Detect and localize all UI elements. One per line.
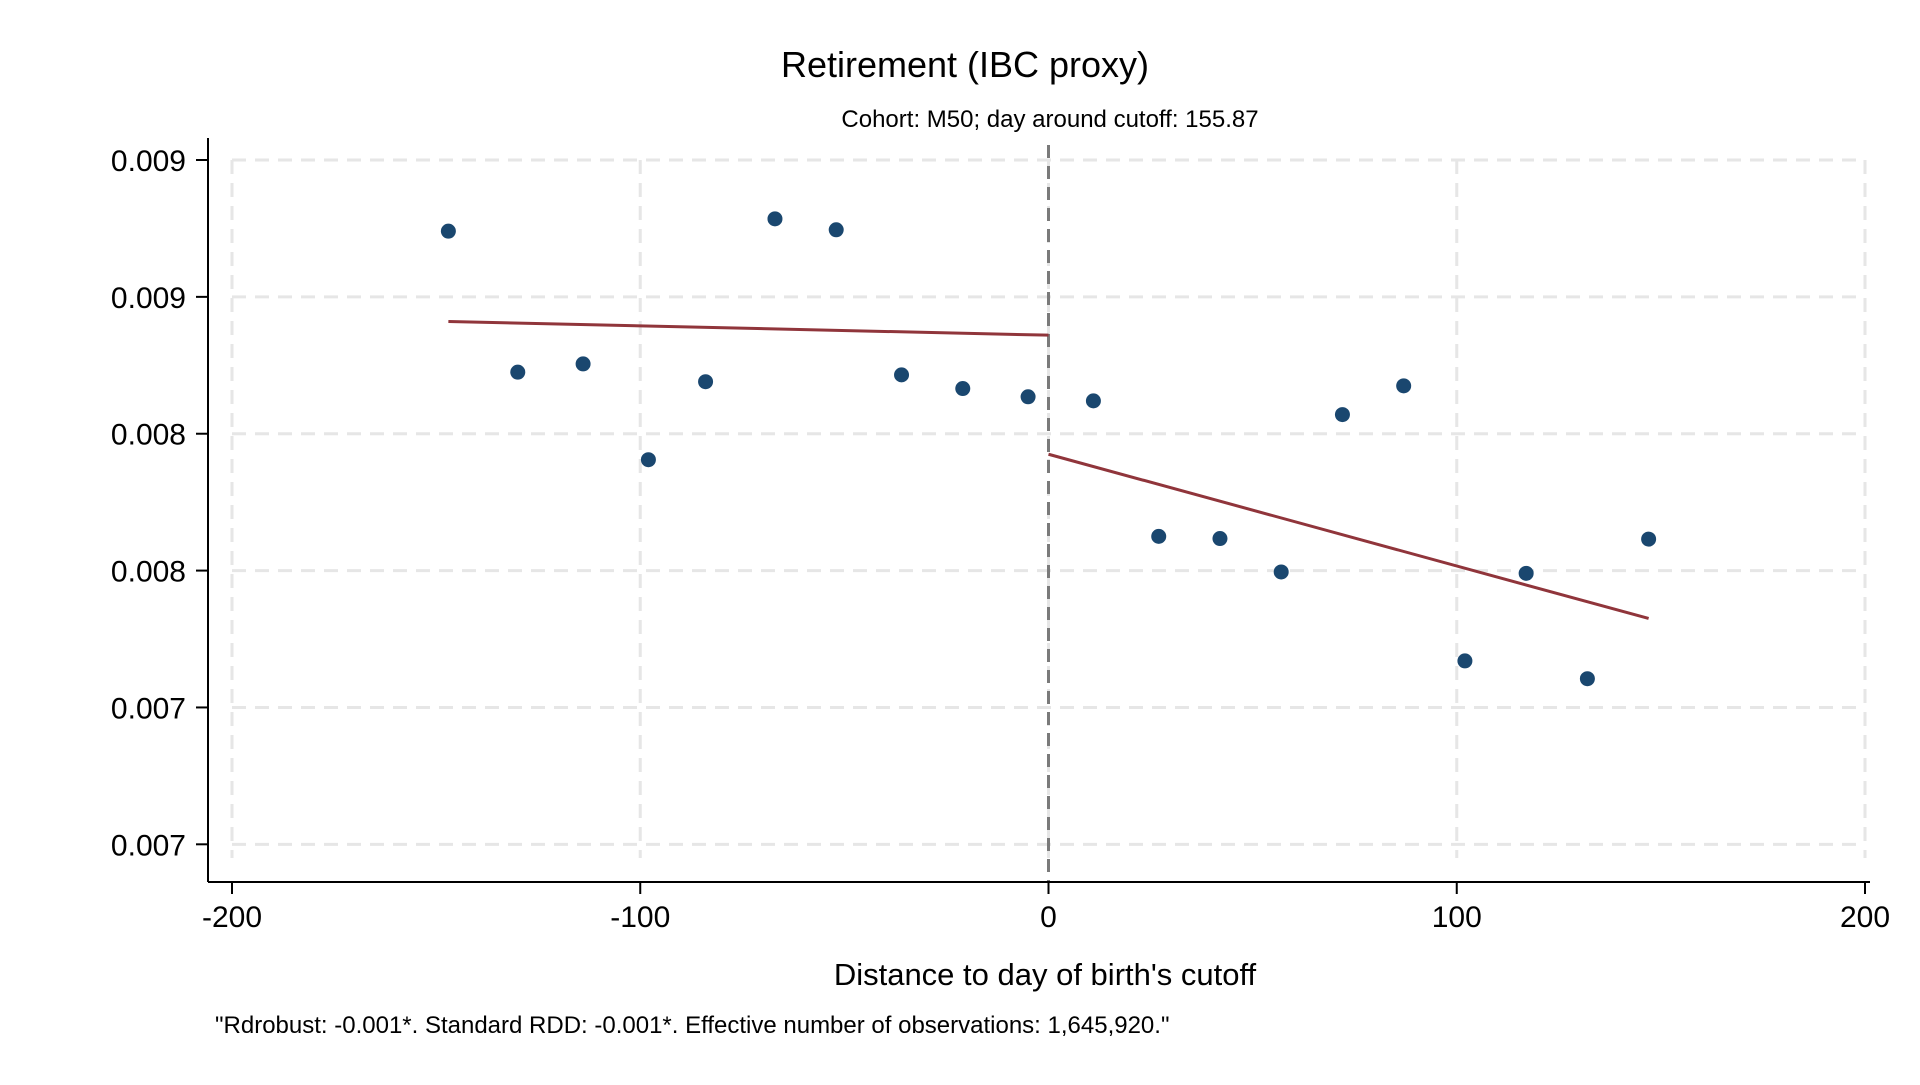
data-point <box>1518 565 1534 581</box>
data-point <box>1151 528 1167 544</box>
x-tick-label: 200 <box>1840 901 1890 934</box>
y-tick-label: 0.009 <box>111 145 186 178</box>
x-tick-label: 0 <box>1040 901 1057 934</box>
data-point <box>1334 407 1350 423</box>
data-point <box>1020 389 1036 405</box>
data-point <box>1085 393 1101 409</box>
data-point <box>440 223 456 239</box>
data-point <box>894 367 910 383</box>
fit-line-left-fit <box>448 319 1049 337</box>
points-layer <box>440 211 1657 687</box>
y-tick-label: 0.007 <box>111 829 186 862</box>
data-point <box>1457 653 1473 669</box>
x-tick-label: -200 <box>202 901 262 934</box>
y-tick-label: 0.008 <box>111 419 186 452</box>
data-point <box>767 211 783 227</box>
data-point <box>955 381 971 397</box>
chart-note: "Rdrobust: -0.001*. Standard RDD: -0.001… <box>215 1012 1169 1039</box>
data-point <box>1641 531 1657 547</box>
data-point <box>640 452 656 468</box>
data-point <box>1273 564 1289 580</box>
grid-layer <box>230 158 1867 858</box>
data-point <box>698 374 714 390</box>
y-tick-label: 0.009 <box>111 282 186 315</box>
chart-subtitle: Cohort: M50; day around cutoff: 155.87 <box>841 106 1258 133</box>
fit-line-right-fit <box>1048 452 1650 620</box>
data-point <box>1579 671 1595 687</box>
x-tick-label: -100 <box>610 901 670 934</box>
data-point <box>575 356 591 372</box>
y-tick-label: 0.008 <box>111 556 186 589</box>
x-axis-label: Distance to day of birth's cutoff <box>834 957 1257 992</box>
data-point <box>1212 531 1228 547</box>
fit-layer <box>448 319 1650 620</box>
data-point <box>1396 378 1412 394</box>
data-point <box>510 364 526 380</box>
chart-title: Retirement (IBC proxy) <box>781 44 1149 85</box>
y-tick-label: 0.007 <box>111 692 186 725</box>
x-tick-label: 100 <box>1432 901 1482 934</box>
axes-layer: 0.007 0.007 0.008 0.008 0.009 0.009 -200 -100 0 1… <box>111 138 1890 934</box>
data-point <box>828 222 844 238</box>
